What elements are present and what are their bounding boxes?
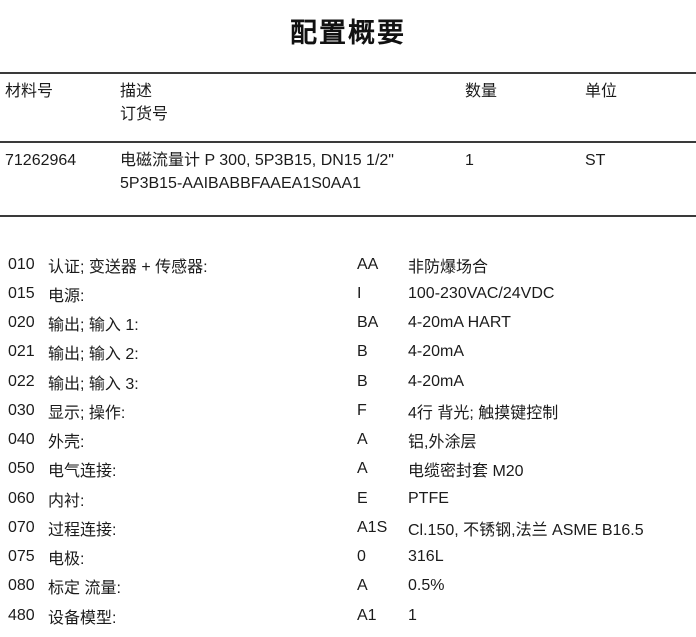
option-value: 非防爆场合 [408, 258, 489, 276]
option-value: 4-20mA [408, 372, 465, 390]
option-position: 080 [8, 577, 35, 595]
order-table-header: 材料号 描述 订货号 数量 单位 [0, 74, 696, 126]
option-row: 040 外壳: A 铝,外涂层 [0, 426, 696, 455]
option-row: 050 电气连接: A 电缆密封套 M20 [0, 455, 696, 484]
option-position: 020 [8, 314, 35, 332]
option-row: 080 标定 流量: A 0.5% [0, 572, 696, 601]
option-value: 铝,外涂层 [408, 434, 477, 452]
option-label: 电源: [48, 287, 85, 305]
header-unit: 单位 [585, 83, 618, 100]
option-row: 022 输出; 输入 3: B 4-20mA [0, 367, 696, 396]
option-position: 480 [8, 606, 35, 624]
option-row: 070 过程连接: A1S Cl.150, 不锈钢,法兰 ASME B16.5 [0, 513, 696, 542]
option-code: A [357, 577, 368, 595]
divider-row [0, 215, 696, 217]
option-code: A1 [357, 606, 377, 624]
option-value: 1 [408, 606, 417, 624]
option-code: 0 [357, 548, 366, 566]
material-number-value: 71262964 [5, 152, 77, 169]
option-label: 显示; 操作: [48, 404, 126, 422]
option-value: 4-20mA HART [408, 314, 511, 332]
option-code: AA [357, 255, 379, 273]
option-row: 030 显示; 操作: F 4行 背光; 触摸键控制 [0, 396, 696, 425]
divider-top [0, 72, 696, 74]
option-code: BA [357, 314, 379, 332]
option-label: 内衬: [48, 492, 85, 510]
option-list: 010 认证; 变送器 + 传感器: AA 非防爆场合 015 电源: I 10… [0, 250, 696, 630]
option-row: 060 内衬: E PTFE [0, 484, 696, 513]
option-row: 075 电极: 0 316L [0, 543, 696, 572]
option-row: 010 认证; 变送器 + 传感器: AA 非防爆场合 [0, 250, 696, 279]
option-label: 设备模型: [48, 609, 117, 627]
option-label: 输出; 输入 2: [48, 346, 139, 364]
option-value: Cl.150, 不锈钢,法兰 ASME B16.5 [408, 521, 644, 539]
option-position: 075 [8, 548, 35, 566]
header-material-number: 材料号 [5, 83, 54, 100]
option-position: 070 [8, 518, 35, 536]
option-position: 021 [8, 343, 35, 361]
header-description-ordercode: 描述 订货号 [120, 80, 465, 126]
option-position: 040 [8, 431, 35, 449]
option-code: I [357, 284, 362, 302]
option-label: 外壳: [48, 434, 85, 452]
option-label: 电气连接: [48, 463, 117, 481]
header-order-code: 订货号 [120, 106, 169, 123]
option-row: 020 输出; 输入 1: BA 4-20mA HART [0, 309, 696, 338]
option-position: 015 [8, 284, 35, 302]
option-label: 认证; 变送器 + 传感器: [48, 258, 208, 276]
quantity-value: 1 [465, 152, 474, 169]
option-position: 022 [8, 372, 35, 390]
option-value: 100-230VAC/24VDC [408, 284, 555, 302]
option-label: 输出; 输入 1: [48, 317, 139, 335]
option-value: PTFE [408, 489, 449, 507]
order-table-row: 71262964 电磁流量计 P 300, 5P3B15, DN15 1/2" … [0, 143, 696, 195]
option-label: 过程连接: [48, 521, 117, 539]
option-code: E [357, 489, 368, 507]
divider-header [0, 141, 696, 143]
option-value: 316L [408, 548, 444, 566]
option-position: 060 [8, 489, 35, 507]
option-label: 电极: [48, 551, 85, 569]
page-title: 配置概要 [290, 18, 406, 48]
option-code: A1S [357, 518, 388, 536]
option-position: 030 [8, 401, 35, 419]
option-code: B [357, 372, 368, 390]
header-description: 描述 [120, 83, 153, 100]
option-code: F [357, 401, 367, 419]
description-cell: 电磁流量计 P 300, 5P3B15, DN15 1/2" 5P3B15-AA… [120, 149, 465, 195]
option-value: 4-20mA [408, 343, 465, 361]
header-quantity: 数量 [465, 83, 498, 100]
option-label: 标定 流量: [48, 580, 121, 598]
unit-value: ST [585, 152, 606, 169]
option-value: 4行 背光; 触摸键控制 [408, 404, 559, 422]
option-code: A [357, 460, 368, 478]
option-value: 电缆密封套 M20 [408, 463, 524, 481]
option-row: 480 设备模型: A1 1 [0, 601, 696, 630]
product-description: 电磁流量计 P 300, 5P3B15, DN15 1/2" [120, 152, 394, 169]
product-order-code: 5P3B15-AAIBABBFAAEA1S0AA1 [120, 175, 362, 192]
option-row: 021 输出; 输入 2: B 4-20mA [0, 338, 696, 367]
option-row: 015 电源: I 100-230VAC/24VDC [0, 279, 696, 308]
option-code: A [357, 431, 368, 449]
option-position: 050 [8, 460, 35, 478]
option-position: 010 [8, 255, 35, 273]
option-code: B [357, 343, 368, 361]
option-label: 输出; 输入 3: [48, 375, 139, 393]
option-value: 0.5% [408, 577, 445, 595]
